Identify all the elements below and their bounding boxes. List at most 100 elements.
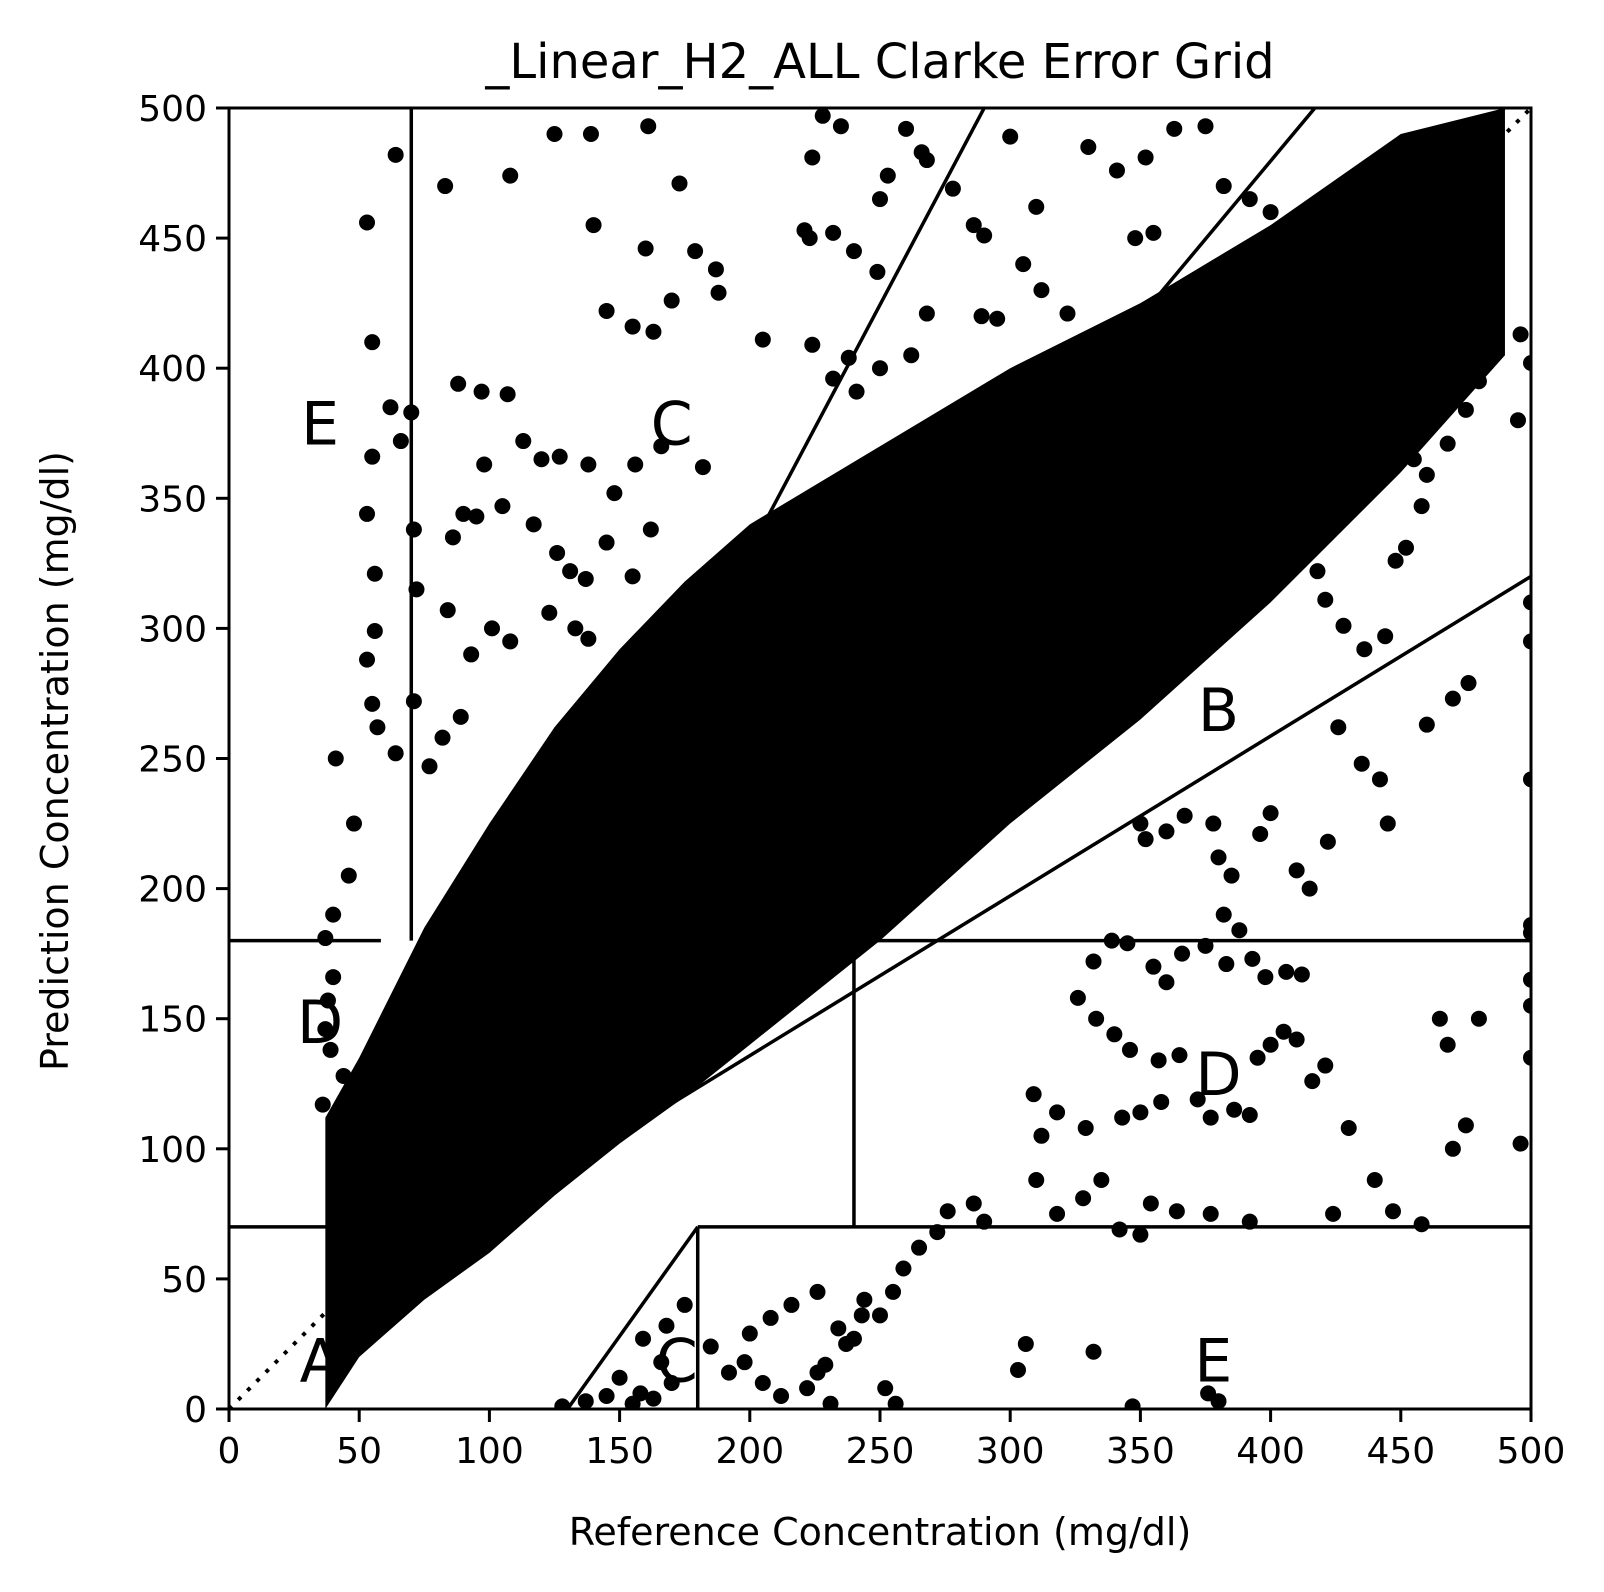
scatter-point [869,263,886,280]
scatter-point [562,563,579,580]
zone-label-d: D [297,988,343,1058]
scatter-point [1168,1203,1185,1220]
scatter-point [832,118,849,135]
scatter-point [549,544,566,561]
scatter-point [809,1283,826,1300]
scatter-point [1523,594,1531,611]
scatter-point [754,1374,771,1391]
y-tick-label: 250 [138,740,207,781]
scatter-point [720,1364,737,1381]
scatter-point [1398,539,1415,556]
scatter-point [1153,1093,1170,1110]
scatter-point [1288,1031,1305,1048]
scatter-point [877,1380,894,1397]
scatter-point [345,815,362,832]
scatter-point [335,1067,352,1084]
x-tick-label: 500 [1497,1431,1566,1472]
scatter-point [364,695,381,712]
scatter-point [887,1395,904,1409]
x-tick-label: 50 [336,1431,382,1472]
scatter-point [1413,498,1430,515]
scatter-point [1348,469,1365,486]
scatter-point [944,180,961,197]
scatter-point [322,1041,339,1058]
x-tick-label: 150 [585,1431,654,1472]
scatter-point [437,178,454,195]
scatter-point [973,308,990,325]
scatter-point [1377,628,1394,645]
scatter-point [637,240,654,257]
scatter-point [1439,1036,1456,1053]
scatter-point [577,570,594,587]
scatter-point [551,448,568,465]
scatter-point [1335,617,1352,634]
zone-boundaries [229,108,1531,1409]
scatter-point [1202,1205,1219,1222]
scatter-point [611,1369,628,1386]
y-axis-label: Prediction Concentration (mg/dl) [33,451,77,1071]
scatter-point [645,1390,662,1407]
scatter-point [1262,204,1279,221]
scatter-point [1309,563,1326,580]
scatter-point [1127,230,1144,247]
scatter-point [1223,867,1240,884]
zone-label-e: E [1194,1326,1232,1396]
scatter-point [1314,464,1331,481]
scatter-point [838,1335,855,1352]
scatter-point [801,230,818,247]
scatter-point [1106,1026,1123,1043]
scatter-point [845,243,862,260]
scatter-point [1145,958,1162,975]
scatter-point [1257,516,1274,533]
scatter-point [1176,807,1193,824]
scatter-point [1132,1104,1149,1121]
scatter-point [1332,492,1349,509]
scatter-point [895,1260,912,1277]
scatter-point [317,1021,334,1038]
scatter-point [364,334,381,351]
scatter-point [1457,1117,1474,1134]
scatter-point [1293,966,1310,983]
zone-label-e: E [301,390,339,460]
scatter-point [687,243,704,260]
scatter-point [1317,1057,1334,1074]
scatter-point [1257,969,1274,986]
x-axis-ticks: 0 50 100 150 200 250 300 350 400 450 500 [218,1409,1566,1472]
scatter-point [1028,198,1045,215]
zone-label-b: B [1198,676,1239,746]
scatter-point [1244,950,1261,967]
scatter-point [1304,1073,1321,1090]
scatter-point [356,1140,373,1157]
scatter-point [1523,997,1531,1014]
scatter-point [710,284,727,301]
zone-label-c: C [656,1326,698,1396]
scatter-point [1069,989,1086,1006]
scatter-point [825,224,842,241]
scatter-point [653,438,670,455]
scatter-point [903,347,920,364]
scatter-point [1085,953,1102,970]
scatter-point [872,360,888,377]
scatter-point [330,1119,347,1136]
scatter-point [1460,675,1477,692]
scatter-point [582,126,599,143]
scatter-point [1241,1106,1258,1123]
scatter-point [783,1296,800,1313]
scatter-point [1215,178,1232,195]
scatter-point [546,126,563,143]
scatter-point [853,1307,870,1324]
scatter-point [1523,354,1531,371]
scatter-point [642,521,659,538]
x-tick-label: 0 [218,1431,241,1472]
y-tick-label: 500 [138,89,207,130]
scatter-point [872,191,888,208]
scatter-point [736,1354,753,1371]
scatter-point [1470,373,1487,390]
scatter-point [1158,823,1175,840]
scatter-point [918,305,935,322]
scatter-point [1132,1226,1149,1243]
scatter-point [1077,1119,1094,1136]
scatter-point [359,505,376,522]
scatter-point [369,719,386,736]
scatter-point [580,456,597,473]
